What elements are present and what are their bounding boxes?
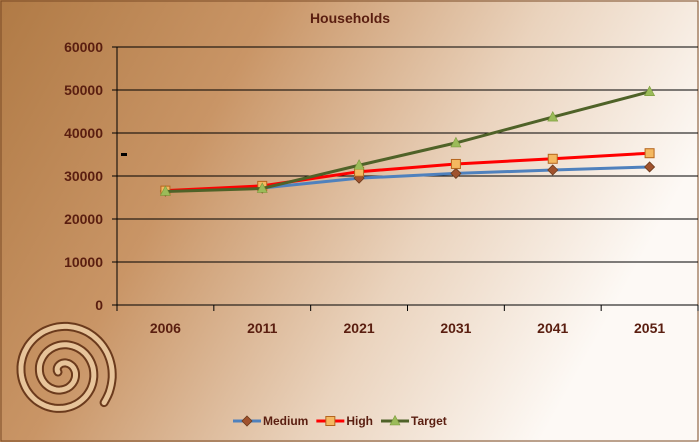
x-tick-label: 2051 — [634, 320, 665, 336]
x-tick-label: 2011 — [247, 320, 278, 336]
series-line-target — [165, 90, 650, 193]
y-tick-label: 60000 — [64, 39, 103, 55]
data-point-high — [450, 158, 461, 169]
legend-item-medium: Medium — [233, 414, 308, 428]
data-point-medium — [644, 161, 656, 173]
y-tick-label: 10000 — [64, 254, 103, 270]
data-point-medium — [450, 167, 462, 179]
y-tick-label: 50000 — [64, 82, 103, 98]
data-point-target — [644, 85, 656, 97]
y-tick-label: 20000 — [64, 211, 103, 227]
data-point-target — [159, 185, 171, 196]
chart-title: Households — [310, 10, 390, 26]
x-tick-label: 2006 — [150, 320, 181, 336]
legend-label-high: High — [346, 414, 373, 428]
data-point-medium — [547, 164, 559, 176]
x-tick-label: 2021 — [344, 320, 375, 336]
legend-marker-target — [389, 414, 401, 426]
series — [159, 85, 656, 197]
y-tick-label: 30000 — [64, 168, 103, 184]
legend: Medium High Target — [233, 414, 447, 428]
legend-artifact-mark — [121, 153, 127, 156]
y-tick-label: 40000 — [64, 125, 103, 141]
data-point-target — [256, 182, 268, 193]
legend-label-target: Target — [411, 414, 447, 428]
axes — [116, 47, 699, 311]
legend-item-high: High — [316, 414, 373, 428]
series-target — [159, 85, 656, 196]
series-line-high — [165, 151, 650, 193]
x-tick-label: 2031 — [440, 320, 471, 336]
data-point-high — [644, 148, 655, 159]
data-point-high — [547, 153, 558, 164]
legend-item-target: Target — [381, 414, 447, 428]
legend-marker-high — [325, 416, 336, 426]
y-tick-label: 0 — [95, 297, 103, 313]
data-point-target — [353, 159, 365, 170]
x-tick-labels: 2006 2011 2021 2031 2041 2051 — [150, 320, 666, 336]
x-tick-label: 2041 — [537, 320, 568, 336]
spiral-logo-icon — [16, 321, 117, 413]
data-point-target — [450, 136, 462, 148]
legend-label-medium: Medium — [263, 414, 308, 428]
data-point-target — [547, 110, 559, 122]
y-tick-labels: 0 10000 20000 30000 40000 50000 60000 — [64, 39, 103, 313]
legend-marker-medium — [241, 415, 253, 427]
